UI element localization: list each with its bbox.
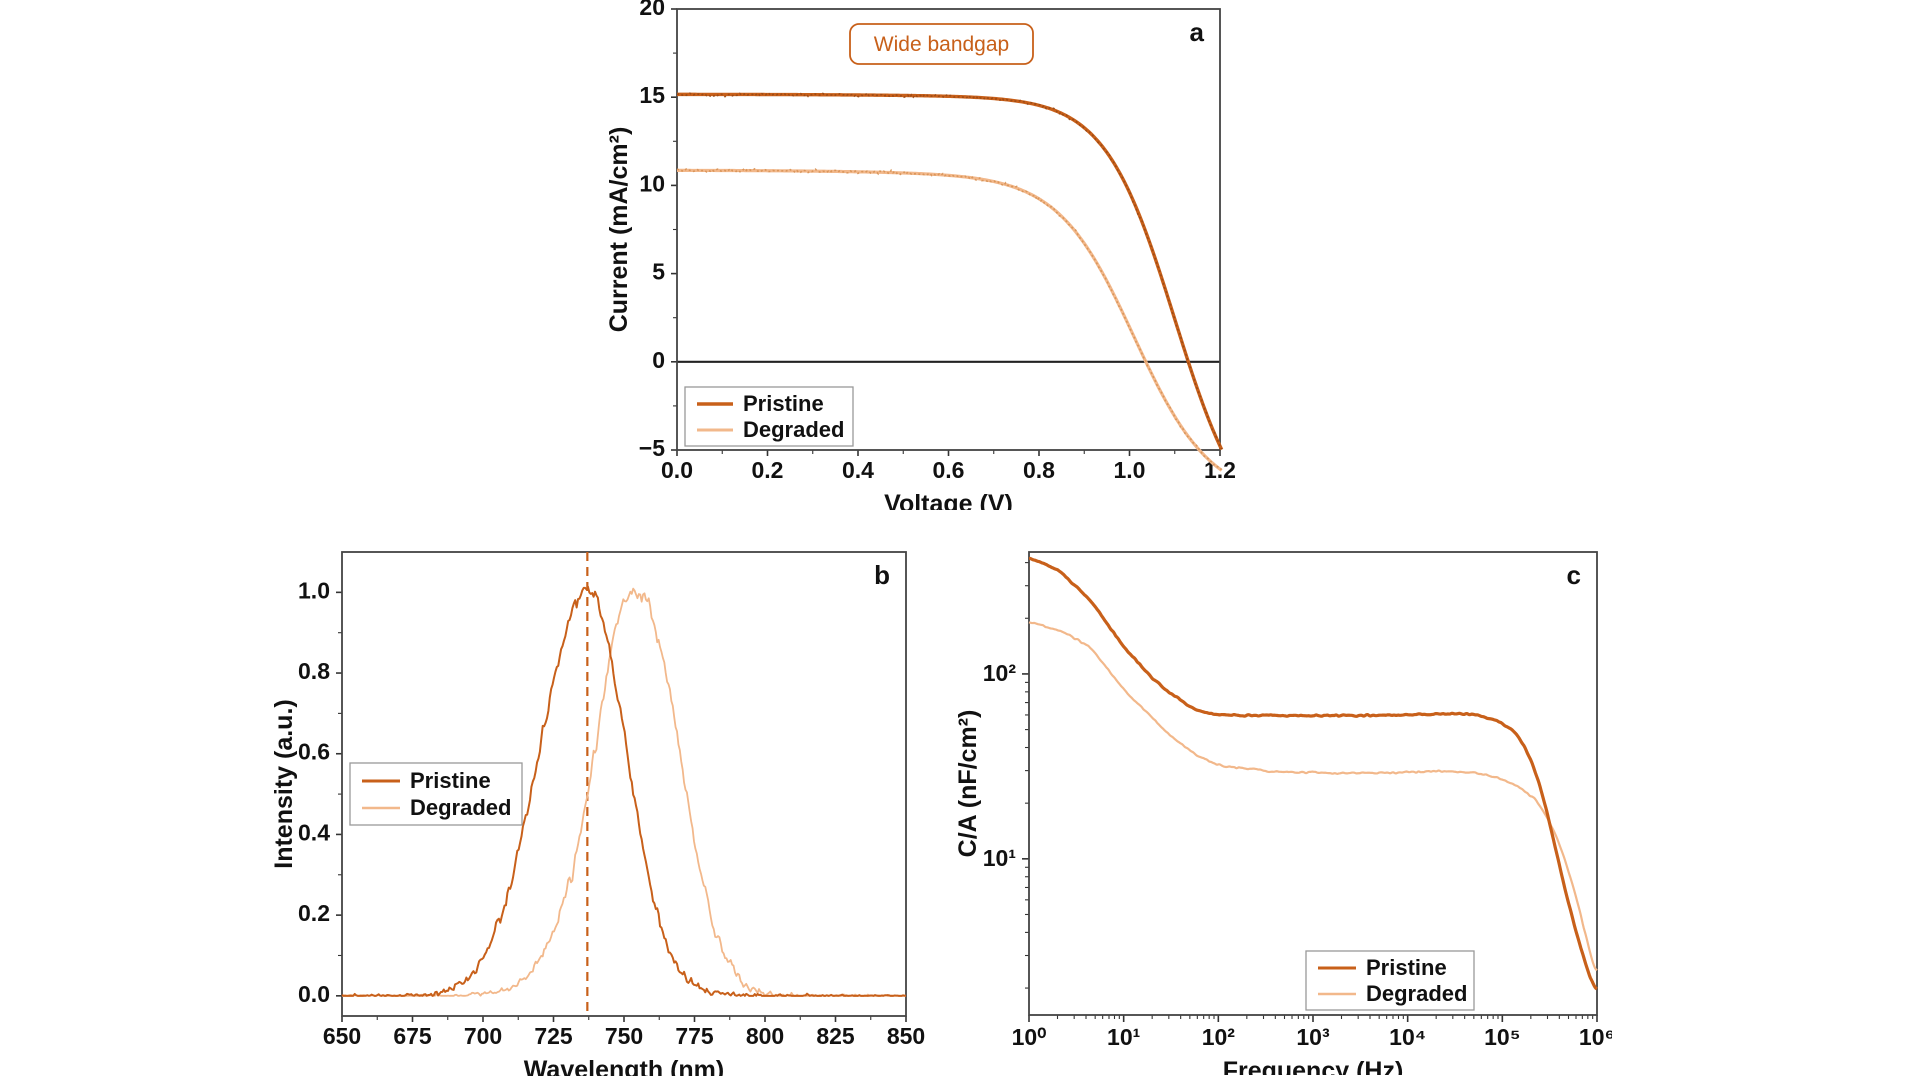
svg-text:c: c bbox=[1567, 560, 1581, 590]
svg-text:10⁴: 10⁴ bbox=[1389, 1024, 1426, 1050]
svg-text:20: 20 bbox=[639, 0, 665, 20]
svg-text:Degraded: Degraded bbox=[743, 417, 844, 442]
svg-text:0.0: 0.0 bbox=[661, 457, 693, 483]
svg-text:Wide bandgap: Wide bandgap bbox=[874, 33, 1009, 56]
svg-text:0.4: 0.4 bbox=[298, 819, 330, 845]
svg-text:0.8: 0.8 bbox=[1023, 457, 1055, 483]
svg-text:10¹: 10¹ bbox=[983, 845, 1016, 871]
svg-text:825: 825 bbox=[816, 1023, 855, 1049]
svg-text:10⁰: 10⁰ bbox=[1012, 1024, 1047, 1050]
svg-text:b: b bbox=[874, 560, 890, 590]
svg-text:675: 675 bbox=[393, 1023, 432, 1049]
svg-text:Degraded: Degraded bbox=[410, 795, 511, 820]
svg-text:Current (mA/cm²): Current (mA/cm²) bbox=[607, 127, 633, 333]
svg-text:a: a bbox=[1190, 17, 1205, 47]
svg-text:650: 650 bbox=[323, 1023, 361, 1049]
svg-text:0.8: 0.8 bbox=[298, 658, 330, 684]
svg-text:Pristine: Pristine bbox=[1366, 955, 1447, 980]
svg-text:C/A (nF/cm²): C/A (nF/cm²) bbox=[954, 710, 982, 858]
svg-text:10⁵: 10⁵ bbox=[1484, 1024, 1520, 1050]
svg-text:Voltage (V): Voltage (V) bbox=[884, 490, 1013, 510]
svg-text:750: 750 bbox=[605, 1023, 643, 1049]
svg-text:0.2: 0.2 bbox=[752, 457, 784, 483]
svg-text:10³: 10³ bbox=[1296, 1024, 1330, 1050]
svg-text:0.6: 0.6 bbox=[933, 457, 965, 483]
svg-text:850: 850 bbox=[887, 1023, 925, 1049]
svg-text:0.0: 0.0 bbox=[298, 981, 330, 1007]
svg-text:Pristine: Pristine bbox=[743, 391, 824, 416]
svg-text:10²: 10² bbox=[983, 660, 1017, 686]
svg-text:10: 10 bbox=[639, 170, 665, 196]
svg-text:1.0: 1.0 bbox=[298, 577, 330, 603]
svg-text:Intensity (a.u.): Intensity (a.u.) bbox=[272, 699, 298, 868]
svg-text:0.2: 0.2 bbox=[298, 900, 330, 926]
svg-text:10⁶: 10⁶ bbox=[1579, 1024, 1612, 1050]
svg-text:Wavelength (nm): Wavelength (nm) bbox=[524, 1056, 724, 1076]
svg-text:0.6: 0.6 bbox=[298, 739, 330, 765]
svg-text:5: 5 bbox=[652, 259, 665, 285]
svg-text:775: 775 bbox=[675, 1023, 714, 1049]
svg-text:1.0: 1.0 bbox=[1114, 457, 1146, 483]
svg-text:Degraded: Degraded bbox=[1366, 981, 1467, 1006]
svg-text:725: 725 bbox=[534, 1023, 573, 1049]
svg-text:10¹: 10¹ bbox=[1107, 1024, 1140, 1050]
svg-text:0: 0 bbox=[652, 347, 665, 373]
svg-text:700: 700 bbox=[464, 1023, 502, 1049]
svg-text:800: 800 bbox=[746, 1023, 784, 1049]
svg-text:Pristine: Pristine bbox=[410, 768, 491, 793]
svg-text:0.4: 0.4 bbox=[842, 457, 874, 483]
svg-text:10²: 10² bbox=[1202, 1024, 1236, 1050]
svg-text:Frequency (Hz): Frequency (Hz) bbox=[1223, 1057, 1404, 1075]
svg-text:15: 15 bbox=[639, 82, 665, 108]
